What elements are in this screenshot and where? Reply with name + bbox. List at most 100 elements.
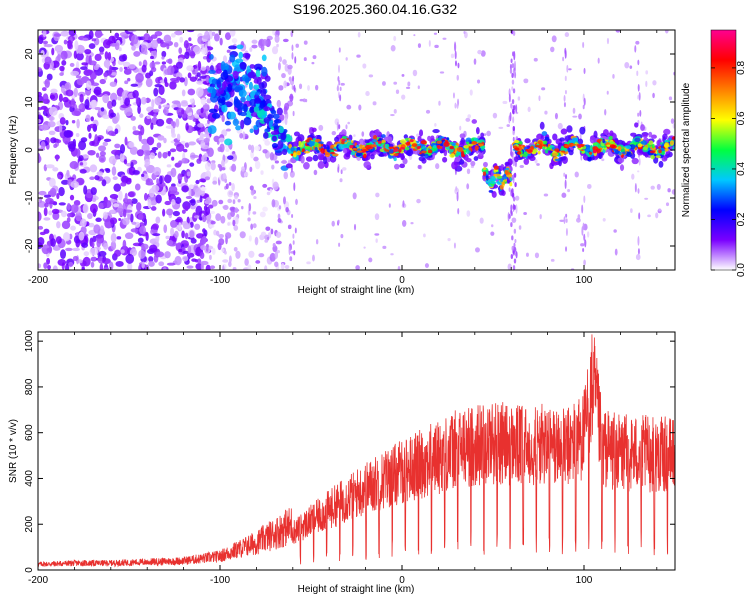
heatmap-cell (272, 181, 279, 191)
heatmap-cell (219, 143, 225, 153)
heatmap-cell (94, 106, 101, 111)
heatmap-cell (271, 135, 277, 142)
heatmap-cell (644, 197, 649, 200)
heatmap-cell (565, 213, 568, 218)
heatmap-cell (346, 104, 352, 110)
heatmap-cell (526, 252, 529, 257)
heatmap-cell (181, 157, 189, 164)
heatmap-cell (221, 104, 228, 113)
heatmap-cell (161, 50, 167, 58)
heatmap-cell (48, 130, 56, 136)
heatmap-cell (284, 117, 288, 126)
heatmap-cell (151, 146, 159, 151)
heatmap-cell (410, 139, 414, 143)
heatmap-cell (43, 262, 48, 269)
heatmap-cell (314, 142, 320, 148)
heatmap-cell (99, 78, 106, 85)
heatmap-cell (88, 43, 96, 49)
heatmap-cell (253, 106, 260, 113)
heatmap-cell (454, 60, 457, 67)
heatmap-cell (393, 153, 399, 156)
heatmap-cell (94, 53, 102, 62)
heatmap-cell (514, 147, 520, 151)
heatmap-cell (102, 39, 112, 49)
heatmap-cell (269, 188, 273, 193)
heatmap-cell (128, 141, 135, 148)
heatmap-cell (475, 126, 480, 135)
heatmap-cell (463, 144, 469, 149)
heatmap-cell (442, 156, 448, 163)
heatmap-cell (124, 97, 131, 107)
heatmap-cell (477, 139, 483, 143)
heatmap-cell (211, 31, 216, 37)
heatmap-cell (454, 41, 457, 52)
heatmap-cell (564, 32, 570, 38)
heatmap-cell (99, 150, 106, 157)
heatmap-cell (582, 104, 585, 110)
heatmap-cell (234, 216, 239, 225)
heatmap-cell (196, 158, 202, 164)
heatmap-cell (342, 148, 348, 154)
snr-frame (37, 331, 676, 571)
heatmap-cell (124, 136, 128, 146)
heatmap-cell (118, 55, 127, 62)
heatmap-cell (228, 45, 237, 50)
heatmap-cell (427, 135, 432, 142)
heatmap-y-tick-label: -10 (24, 190, 35, 205)
heatmap-cell (470, 160, 476, 167)
heatmap-cell (96, 171, 104, 177)
heatmap-cell (47, 265, 51, 270)
heatmap-cell (602, 129, 609, 137)
heatmap-cell (274, 118, 280, 123)
heatmap-cell (533, 57, 538, 62)
heatmap-cell (630, 208, 633, 214)
heatmap-cell (447, 238, 451, 242)
heatmap-cell (338, 242, 341, 247)
heatmap-cell (413, 34, 416, 37)
heatmap-cell (551, 35, 557, 43)
heatmap-cell (263, 94, 272, 101)
heatmap-cell (166, 208, 174, 216)
heatmap-cell (126, 77, 131, 82)
heatmap-cell (138, 249, 146, 259)
heatmap-cell (337, 219, 340, 225)
heatmap-cell (264, 239, 269, 243)
heatmap-cell (91, 99, 98, 108)
heatmap-cell (194, 187, 202, 197)
heatmap-cell (375, 238, 378, 243)
heatmap-cell (38, 67, 42, 72)
heatmap-cell (149, 152, 156, 160)
heatmap-cell (38, 211, 42, 222)
heatmap-cell (162, 267, 167, 270)
heatmap-cell (69, 62, 75, 68)
heatmap-cell (200, 244, 207, 251)
heatmap-cell (604, 109, 607, 116)
heatmap-cell (250, 189, 255, 196)
heatmap-cell (662, 133, 668, 140)
heatmap-cell (530, 145, 534, 150)
heatmap-cell (453, 242, 456, 249)
heatmap-cell (263, 106, 271, 112)
colorbar-frame (710, 29, 737, 271)
heatmap-cell (154, 31, 163, 37)
heatmap-cell (107, 100, 113, 110)
heatmap-cell (186, 252, 195, 258)
heatmap-cell (273, 122, 278, 130)
heatmap-cell (69, 161, 79, 169)
heatmap-cell (71, 119, 76, 124)
heatmap-cell (146, 136, 155, 146)
heatmap-cell (176, 133, 181, 141)
heatmap-cell (256, 76, 262, 85)
heatmap-cell (232, 70, 239, 80)
heatmap-cell (156, 142, 162, 149)
heatmap-cell (196, 72, 201, 78)
heatmap-cell (183, 76, 188, 87)
heatmap-cell (163, 137, 167, 144)
heatmap-cell (259, 211, 266, 218)
heatmap-cell (190, 154, 199, 159)
heatmap-cell (511, 63, 515, 69)
heatmap-cell (512, 130, 515, 136)
heatmap-cell (637, 188, 640, 194)
heatmap-cell (184, 205, 189, 212)
heatmap-cell (149, 244, 158, 253)
